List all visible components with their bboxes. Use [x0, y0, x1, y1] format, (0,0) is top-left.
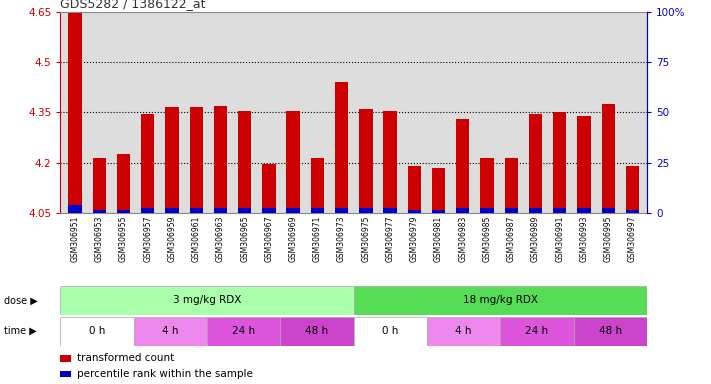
Bar — [505, 158, 518, 213]
Bar — [427, 317, 501, 346]
Bar — [577, 116, 591, 213]
Text: 0 h: 0 h — [383, 326, 399, 336]
Bar — [529, 114, 542, 213]
Bar — [456, 208, 469, 213]
Text: 4 h: 4 h — [456, 326, 472, 336]
Bar — [311, 208, 324, 213]
Bar — [501, 317, 574, 346]
Bar — [432, 210, 445, 213]
Bar — [354, 317, 427, 346]
Bar — [238, 208, 251, 213]
Bar — [359, 109, 373, 213]
Bar — [383, 111, 397, 213]
Bar — [214, 208, 227, 213]
Bar — [68, 13, 82, 213]
Bar — [280, 317, 353, 346]
Bar — [214, 106, 227, 213]
Bar — [134, 317, 207, 346]
Text: 48 h: 48 h — [306, 326, 328, 336]
Bar — [92, 158, 106, 213]
Text: time ▶: time ▶ — [4, 326, 36, 336]
Text: 0 h: 0 h — [89, 326, 105, 336]
Bar — [577, 208, 591, 213]
Text: 24 h: 24 h — [232, 326, 255, 336]
Text: 48 h: 48 h — [599, 326, 622, 336]
Bar — [407, 210, 421, 213]
Bar — [481, 158, 493, 213]
Text: 4 h: 4 h — [162, 326, 178, 336]
Bar — [165, 107, 178, 213]
Text: 18 mg/kg RDX: 18 mg/kg RDX — [463, 295, 538, 306]
Bar — [92, 210, 106, 213]
Bar — [60, 317, 134, 346]
Bar — [602, 208, 615, 213]
Bar — [553, 208, 567, 213]
Bar — [407, 166, 421, 213]
Bar — [60, 286, 354, 315]
Bar — [287, 111, 300, 213]
Bar — [354, 286, 647, 315]
Bar — [262, 164, 276, 213]
Text: transformed count: transformed count — [77, 353, 174, 363]
Bar — [311, 158, 324, 213]
Bar — [238, 111, 251, 213]
Text: GDS5282 / 1386122_at: GDS5282 / 1386122_at — [60, 0, 206, 10]
Bar — [602, 104, 615, 213]
Bar — [335, 82, 348, 213]
Text: 24 h: 24 h — [525, 326, 549, 336]
Text: percentile rank within the sample: percentile rank within the sample — [77, 369, 252, 379]
Bar — [505, 208, 518, 213]
Bar — [481, 208, 493, 213]
Bar — [190, 208, 203, 213]
Bar — [574, 317, 647, 346]
Bar — [359, 208, 373, 213]
Bar — [165, 208, 178, 213]
Bar — [529, 208, 542, 213]
Bar — [60, 371, 71, 377]
Bar — [117, 210, 130, 213]
Bar — [190, 107, 203, 213]
Bar — [432, 168, 445, 213]
Bar — [262, 208, 276, 213]
Bar — [141, 208, 154, 213]
Bar — [456, 119, 469, 213]
Bar — [553, 113, 567, 213]
Bar — [383, 208, 397, 213]
Bar — [287, 208, 300, 213]
Bar — [68, 205, 82, 213]
Bar — [335, 208, 348, 213]
Text: 3 mg/kg RDX: 3 mg/kg RDX — [173, 295, 241, 306]
Bar — [141, 114, 154, 213]
Bar — [60, 355, 71, 362]
Bar — [207, 317, 280, 346]
Text: dose ▶: dose ▶ — [4, 295, 37, 306]
Bar — [626, 166, 639, 213]
Bar — [626, 210, 639, 213]
Bar — [117, 154, 130, 213]
